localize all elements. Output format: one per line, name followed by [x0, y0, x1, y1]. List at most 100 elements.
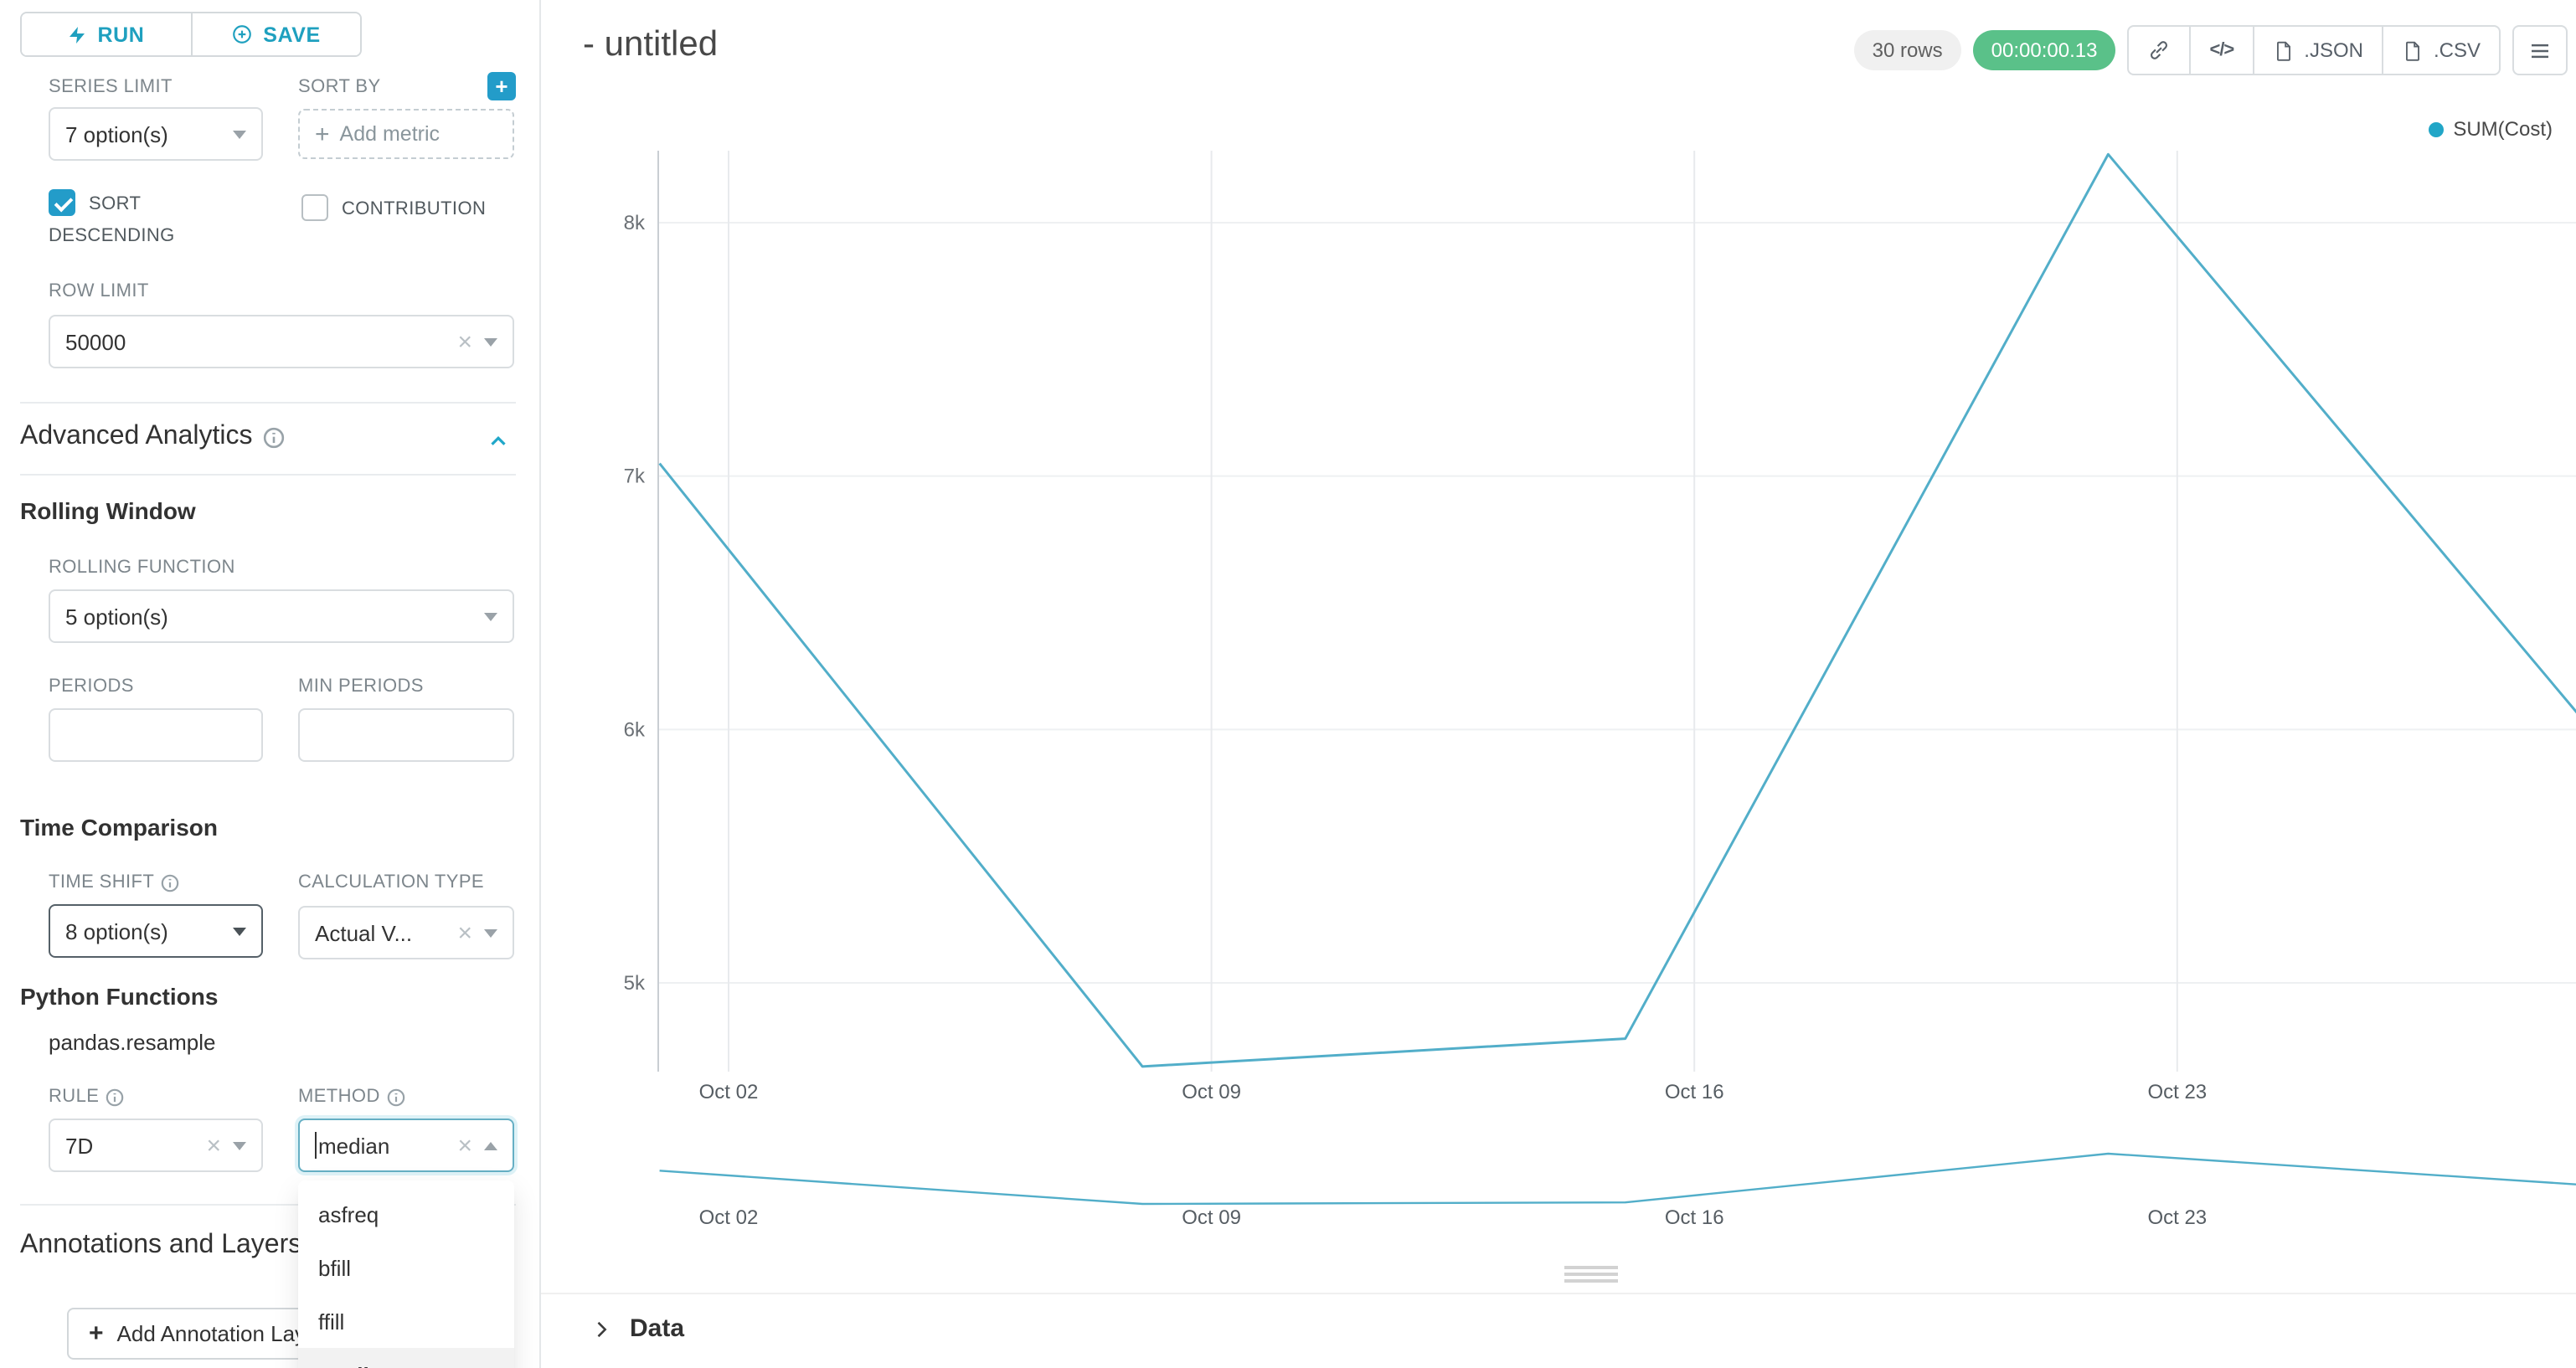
divider: [20, 474, 516, 476]
collapse-chevron-icon[interactable]: [486, 429, 511, 454]
chevron-down-icon: [233, 927, 246, 935]
annotations-header[interactable]: Annotations and Layers: [20, 1231, 302, 1259]
text-cursor: [315, 1132, 317, 1159]
control-panel: RUN SAVE SERIES LIMIT SORT BY + 7 option…: [0, 0, 541, 1368]
sort-descending-checkbox[interactable]: [49, 189, 75, 216]
chevron-down-icon: [484, 337, 497, 346]
sort-by-label: SORT BY: [298, 77, 381, 97]
add-metric-plus-button[interactable]: +: [487, 72, 516, 100]
link-icon: [2151, 41, 2168, 59]
periods-input[interactable]: [49, 708, 263, 762]
rolling-function-select[interactable]: 5 option(s): [49, 589, 514, 643]
chevron-up-icon: [484, 1141, 497, 1149]
calculation-type-select[interactable]: Actual V... ×: [298, 906, 514, 959]
chevron-right-icon: [597, 1320, 607, 1337]
svg-text:5k: 5k: [624, 972, 646, 995]
data-panel-label: Data: [630, 1314, 685, 1343]
drag-handle[interactable]: [1564, 1266, 1618, 1282]
file-icon: [2406, 40, 2419, 60]
chevron-down-icon: [233, 130, 246, 138]
chevron-down-icon: [484, 612, 497, 620]
svg-text:Oct 09: Oct 09: [1182, 1206, 1241, 1229]
method-combobox[interactable]: median ×: [298, 1119, 514, 1172]
link-button[interactable]: [2127, 25, 2192, 75]
chevron-down-icon: [233, 1141, 246, 1149]
svg-text:Oct 02: Oct 02: [699, 1081, 759, 1103]
legend-dot: [2428, 121, 2444, 136]
calculation-type-label: CALCULATION TYPE: [298, 872, 484, 892]
row-limit-select[interactable]: 50000 ×: [49, 315, 514, 368]
clear-icon[interactable]: ×: [457, 1131, 472, 1160]
plus-icon: +: [89, 1319, 104, 1348]
python-functions-title: Python Functions: [20, 983, 219, 1010]
sort-descending-control[interactable]: SORT DESCENDING: [49, 188, 246, 251]
timer-badge: 00:00:00.13: [1972, 30, 2116, 70]
row-limit-label: ROW LIMIT: [49, 281, 149, 301]
svg-text:Oct 16: Oct 16: [1665, 1081, 1724, 1103]
contribution-checkbox[interactable]: [301, 194, 328, 221]
pandas-resample-text: pandas.resample: [49, 1030, 216, 1055]
legend-label: SUM(Cost): [2453, 117, 2553, 141]
run-save-group: RUN SAVE: [20, 12, 362, 57]
csv-button[interactable]: .CSV: [2381, 25, 2501, 75]
min-periods-label: MIN PERIODS: [298, 676, 424, 697]
method-option-ffill[interactable]: ffill: [318, 1309, 345, 1334]
run-button[interactable]: RUN: [22, 13, 190, 55]
time-shift-select[interactable]: 8 option(s): [49, 904, 263, 958]
svg-text:6k: 6k: [624, 718, 646, 741]
info-icon: [263, 426, 284, 448]
rolling-function-label: ROLLING FUNCTION: [49, 558, 235, 578]
method-option-asfreq[interactable]: asfreq: [318, 1201, 379, 1227]
time-shift-label: TIME SHIFT: [49, 872, 179, 892]
info-icon: [387, 1088, 405, 1106]
plus-circle-icon: [233, 25, 252, 44]
hamburger-icon: [2532, 43, 2548, 58]
method-dropdown[interactable]: asfreq bfill ffill median: [298, 1180, 514, 1368]
file-icon: [2276, 40, 2290, 60]
rows-badge: 30 rows: [1853, 30, 1961, 70]
save-label: SAVE: [263, 23, 321, 46]
run-label: RUN: [97, 23, 145, 46]
min-periods-input[interactable]: [298, 708, 514, 762]
menu-button[interactable]: [2512, 25, 2568, 75]
clear-icon[interactable]: ×: [457, 327, 472, 356]
svg-text:7k: 7k: [624, 465, 646, 488]
code-button[interactable]: </>: [2189, 25, 2254, 75]
divider: [20, 402, 516, 404]
method-option-median[interactable]: median: [298, 1348, 514, 1368]
periods-label: PERIODS: [49, 676, 134, 697]
svg-text:8k: 8k: [624, 212, 646, 234]
svg-text:Oct 23: Oct 23: [2147, 1206, 2207, 1229]
export-button-group: </> .JSON .CSV: [2127, 25, 2501, 75]
svg-text:Oct 02: Oct 02: [699, 1206, 759, 1229]
legend[interactable]: SUM(Cost): [2428, 117, 2553, 141]
rule-select[interactable]: 7D ×: [49, 1119, 263, 1172]
method-option-bfill[interactable]: bfill: [318, 1255, 352, 1280]
clear-icon[interactable]: ×: [206, 1131, 221, 1160]
time-comparison-title: Time Comparison: [20, 814, 218, 841]
clear-icon[interactable]: ×: [457, 918, 472, 947]
svg-text:Oct 09: Oct 09: [1182, 1081, 1241, 1103]
svg-text:Oct 16: Oct 16: [1665, 1206, 1724, 1229]
data-panel: Data: [541, 1293, 2576, 1368]
advanced-analytics-header[interactable]: Advanced Analytics: [20, 422, 285, 452]
page-title: - untitled: [583, 25, 719, 64]
rolling-window-title: Rolling Window: [20, 497, 196, 524]
mini-chart-zoom-strip[interactable]: Oct 02 Oct 09 Oct 16 Oct 23: [541, 1139, 2576, 1239]
save-button[interactable]: SAVE: [190, 13, 360, 55]
chart-area: - untitled 30 rows 00:00:00.13 </> .JSON…: [541, 0, 2576, 1368]
series-limit-select[interactable]: 7 option(s): [49, 107, 263, 161]
contribution-control[interactable]: CONTRIBUTION: [301, 193, 518, 224]
info-icon: [161, 873, 179, 892]
plus-icon: +: [315, 120, 330, 148]
divider: [20, 1204, 516, 1206]
info-icon: [106, 1088, 124, 1106]
lightning-icon: [70, 26, 85, 43]
json-button[interactable]: .JSON: [2252, 25, 2383, 75]
method-input[interactable]: median: [318, 1133, 390, 1158]
contribution-label: CONTRIBUTION: [342, 199, 487, 219]
add-metric-button[interactable]: + Add metric: [298, 109, 514, 159]
data-panel-toggle[interactable]: Data: [590, 1314, 2576, 1343]
series-limit-label: SERIES LIMIT: [49, 77, 173, 97]
method-label: METHOD: [298, 1087, 405, 1107]
